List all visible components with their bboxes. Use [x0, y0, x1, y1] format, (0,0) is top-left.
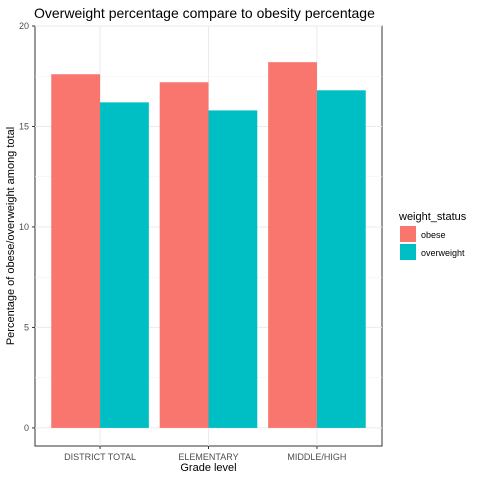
y-tick-label: 20: [19, 21, 29, 31]
legend-title: weight_status: [398, 211, 467, 223]
legend: weight_status obese overweight: [398, 211, 467, 260]
bar-overweight-3: [316, 90, 366, 428]
bar-obese-3: [268, 62, 317, 428]
legend-key-obese: [400, 226, 416, 242]
y-tick-label: 0: [24, 423, 29, 433]
y-tick-label: 15: [19, 121, 29, 131]
legend-key-overweight: [400, 244, 416, 260]
bar-obese-1: [51, 74, 101, 428]
x-tick-label: ELEMENTARY: [178, 452, 238, 462]
bars: [51, 62, 366, 428]
legend-label-overweight: overweight: [421, 248, 465, 258]
bar-obese-2: [159, 82, 209, 428]
x-tick-label: DISTRICT TOTAL: [64, 452, 136, 462]
chart-title: Overweight percentage compare to obesity…: [34, 5, 375, 21]
bar-overweight-1: [100, 102, 149, 428]
y-tick-label: 5: [24, 322, 29, 332]
x-axis-title: Grade level: [180, 462, 236, 474]
y-axis-title: Percentage of obese/overweight among tot…: [5, 127, 17, 345]
axes: 0 5 10 15 20 DISTRICT TOTAL ELEMENTARY MIDDLE/H…: [19, 21, 346, 462]
y-tick-label: 10: [19, 222, 29, 232]
x-tick-label: MIDDLE/HIGH: [287, 452, 346, 462]
legend-label-obese: obese: [421, 230, 446, 240]
bar-overweight-2: [208, 110, 258, 428]
